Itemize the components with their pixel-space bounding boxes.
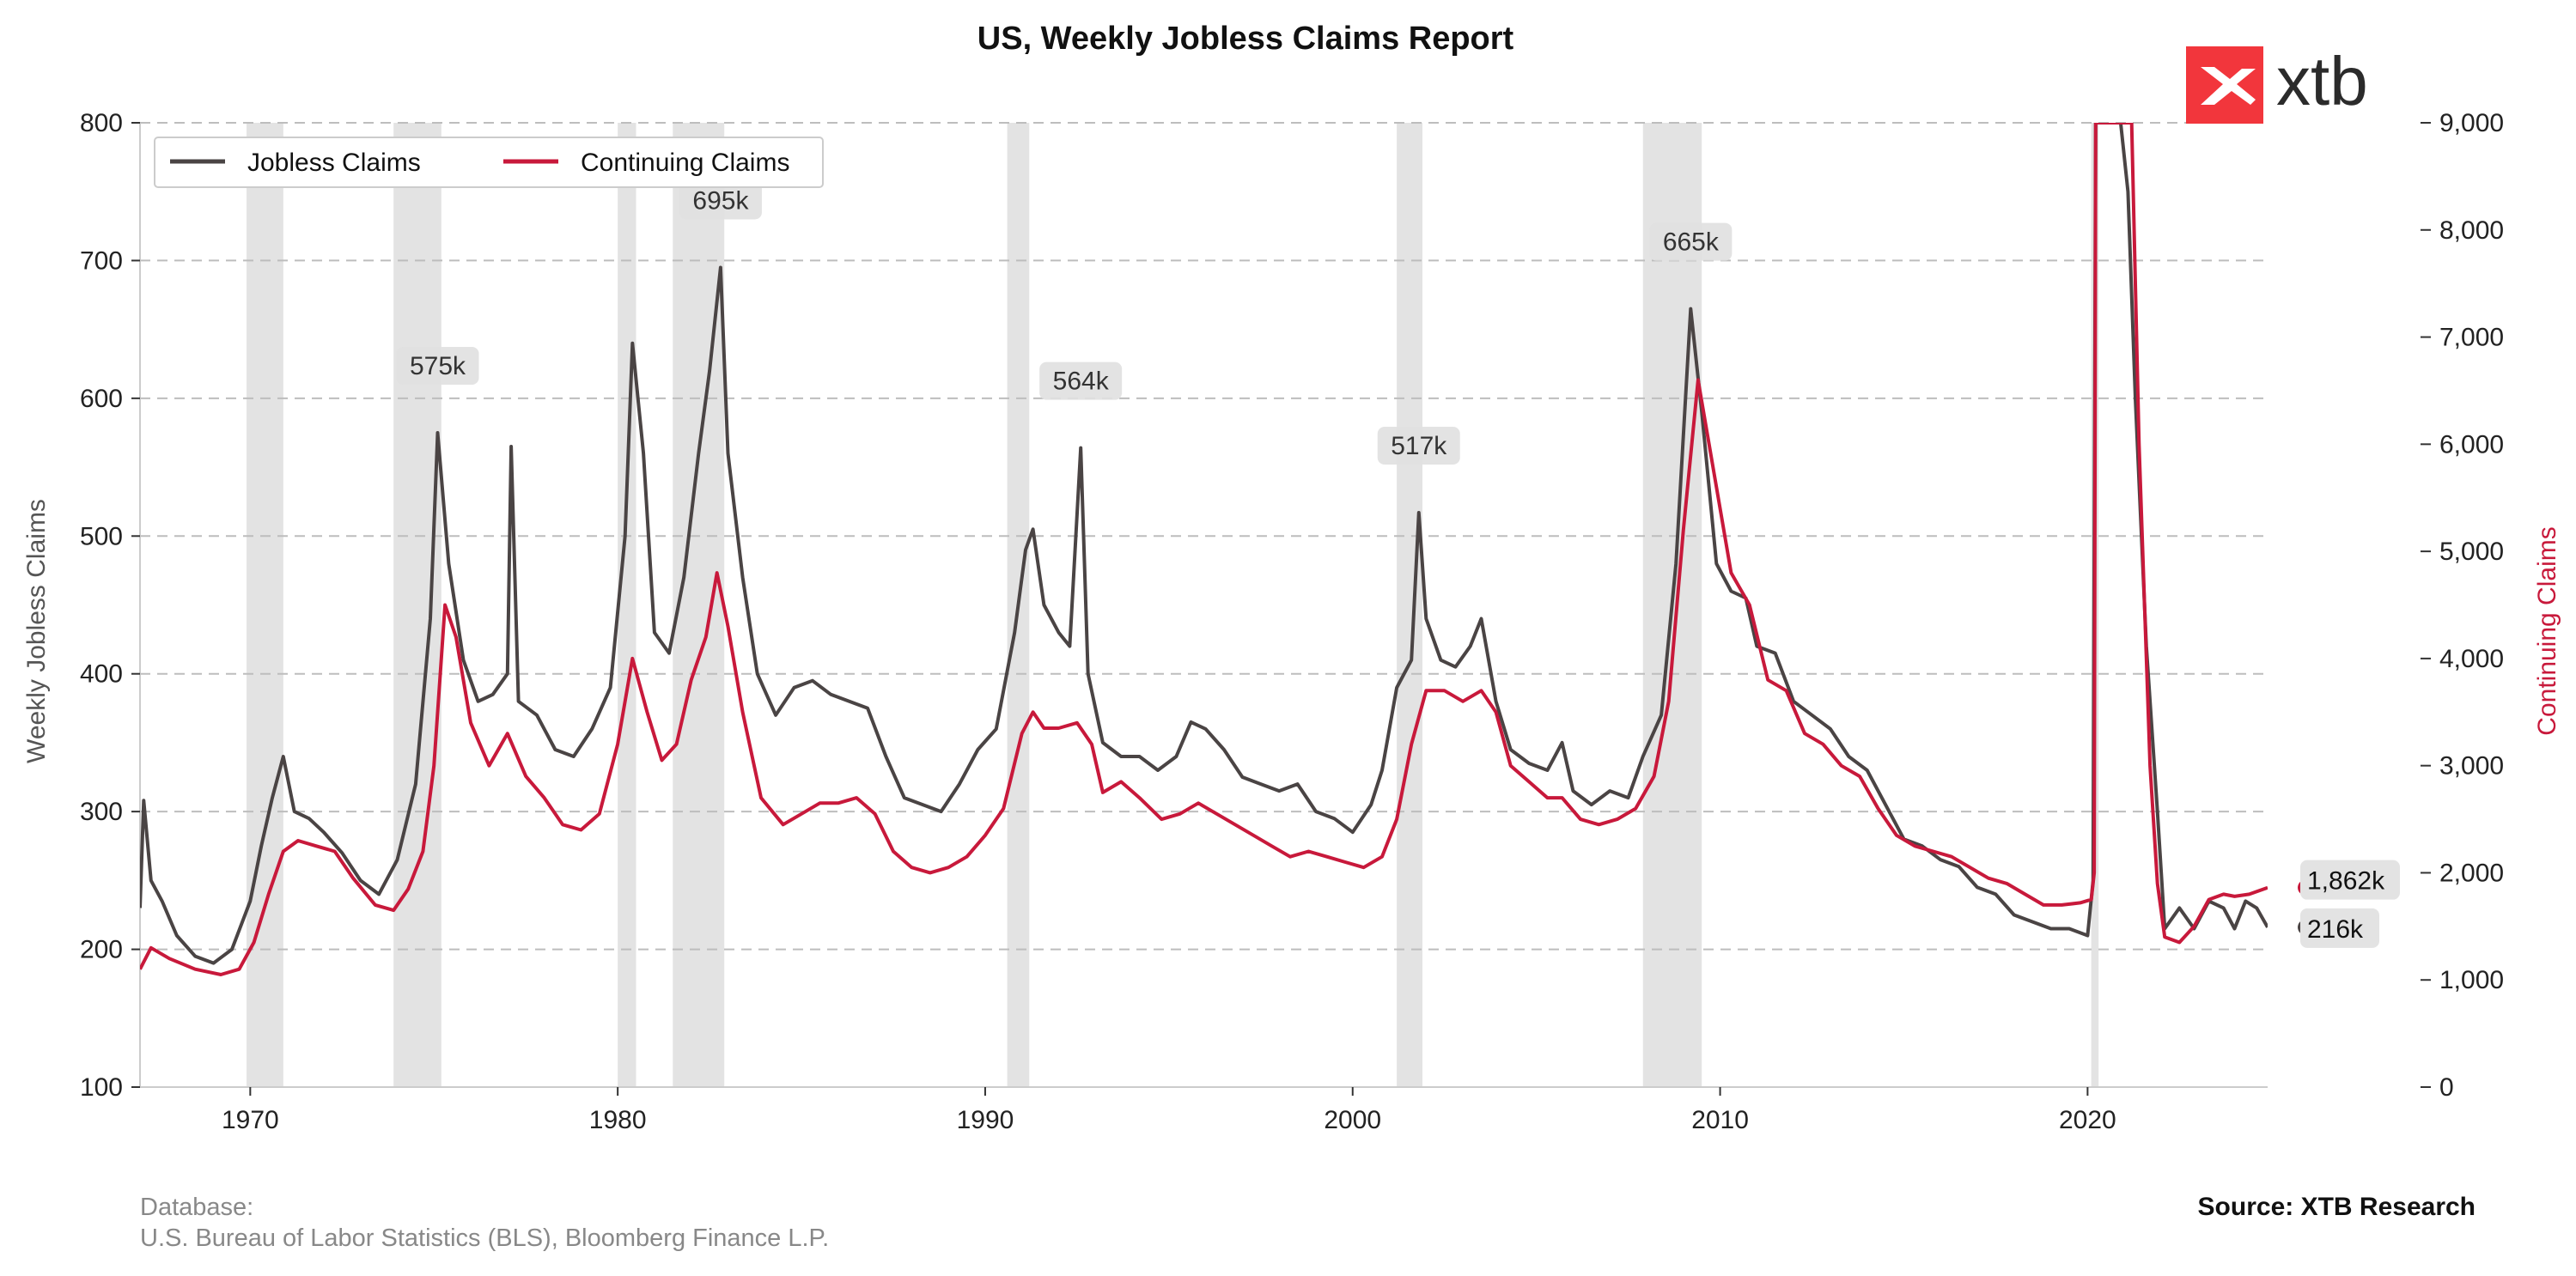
recession-band [393,123,442,1087]
peak-annotation-box [679,181,762,220]
peak-annotation-box [1649,222,1733,261]
peak-annotation-box [1377,427,1460,465]
y-left-tick-label: 600 [80,385,123,413]
peak-annotation-label: 575k [410,352,466,380]
y-left-tick-label: 100 [80,1073,123,1102]
y-right-tick-label: 3,000 [2439,752,2504,781]
peak-annotations: 575k 695k 564k 517k 665k [396,181,1733,465]
axes: 100 200 300 400 500 600 700 800 0 1,000 2,000 3,000… [80,109,2504,1134]
y-left-tick-label: 700 [80,246,123,275]
end-label-continuing: 1,862k [2307,867,2385,896]
peak-annotation-label: 564k [1053,368,1110,396]
x-tick-label: 2000 [1324,1106,1381,1134]
brand-x-icon [2201,67,2256,105]
recession-band [1397,123,1423,1087]
y-right-tick-label: 7,000 [2439,324,2504,352]
recession-bands [247,123,2099,1087]
recession-band [247,123,283,1087]
y-axis-right-label: Continuing Claims [2533,526,2561,735]
end-label-jobless-box [2300,908,2379,948]
y-left-tick-label: 400 [80,660,123,689]
end-label-continuing-box [2300,860,2400,900]
peak-annotation-label: 665k [1663,228,1720,257]
series-continuing-claims-line [140,123,2268,976]
legend: Jobless Claims Continuing Claims [154,137,824,188]
x-tick-label: 1980 [589,1106,647,1134]
y-right-tick-label: 9,000 [2439,109,2504,137]
legend-label-jobless: Jobless Claims [247,149,421,177]
x-tick-label: 1990 [957,1106,1014,1134]
footer-database-label: Database: [140,1194,253,1221]
peak-annotation-box [1039,362,1123,400]
y-axis-left-label: Weekly Jobless Claims [22,499,51,763]
x-tick-label: 2020 [2059,1106,2116,1134]
brand-logo: xtb [2186,43,2368,124]
y-right-tick-label: 5,000 [2439,538,2504,566]
y-left-tick-label: 500 [80,522,123,550]
y-left-tick-label: 200 [80,936,123,964]
brand-name: xtb [2276,43,2368,119]
legend-box [154,137,824,188]
y-right-tick-label: 4,000 [2439,645,2504,673]
series-jobless-claims-line [140,123,2268,965]
y-right-tick-label: 0 [2439,1073,2454,1102]
recession-band [673,123,725,1087]
y-right-tick-label: 8,000 [2439,216,2504,245]
peak-annotation-box [396,346,479,385]
peak-annotation-label: 695k [692,186,749,215]
series-lines [140,123,2268,976]
footer-database-sources: U.S. Bureau of Labor Statistics (BLS), B… [140,1224,829,1252]
x-tick-label: 2010 [1691,1106,1749,1134]
footer-source: Source: XTB Research [2198,1193,2476,1221]
end-label-jobless: 216k [2307,915,2364,944]
y-left-tick-label: 800 [80,109,123,137]
y-left-tick-label: 300 [80,798,123,826]
end-labels: 1,862k 216k [2298,860,2400,948]
x-tick-label: 1970 [222,1106,279,1134]
y-right-tick-label: 1,000 [2439,966,2504,994]
legend-label-continuing: Continuing Claims [581,149,789,177]
recession-band [618,123,636,1087]
grid-lines [140,122,2268,951]
chart-title: US, Weekly Jobless Claims Report [977,21,1514,57]
y-right-tick-label: 2,000 [2439,859,2504,887]
y-right-tick-label: 6,000 [2439,430,2504,459]
peak-annotation-label: 517k [1391,432,1447,460]
